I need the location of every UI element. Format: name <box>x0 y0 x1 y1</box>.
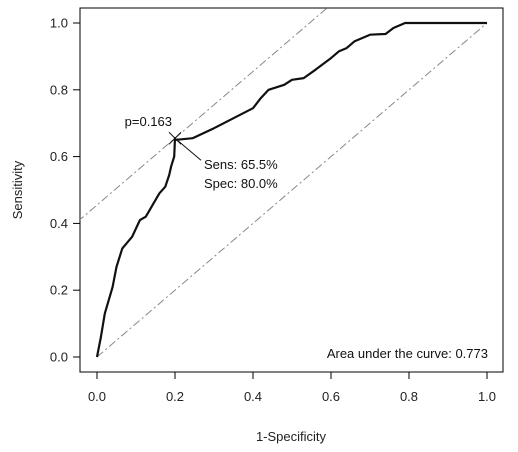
x-tick-label: 0.8 <box>400 389 418 404</box>
y-tick-label: 1.0 <box>50 16 68 31</box>
x-tick-label: 0.0 <box>88 389 106 404</box>
auc-label: Area under the curve: 0.773 <box>327 346 488 361</box>
reference-line-1 <box>96 22 488 358</box>
y-tick-label: 0.2 <box>50 283 68 298</box>
reference-line-2 <box>80 8 328 221</box>
x-tick-label: 0.2 <box>166 389 184 404</box>
specificity-label: Spec: 80.0% <box>204 176 278 191</box>
y-tick-label: 0.6 <box>50 149 68 164</box>
x-tick-label: 0.4 <box>244 389 262 404</box>
y-tick-label: 0.4 <box>50 216 68 231</box>
y-tick-label: 0.8 <box>50 82 68 97</box>
optimal-point-pointer <box>174 137 202 161</box>
x-axis-title: 1-Specificity <box>256 429 327 444</box>
x-tick-label: 0.6 <box>322 389 340 404</box>
roc-curve-line <box>95 21 487 358</box>
sensitivity-label: Sens: 65.5% <box>204 157 278 172</box>
cutoff-label: p=0.163 <box>125 114 172 129</box>
y-tick-label: 0.0 <box>50 350 68 365</box>
x-tick-label: 1.0 <box>478 389 496 404</box>
y-axis-title: Sensitivity <box>10 160 25 219</box>
